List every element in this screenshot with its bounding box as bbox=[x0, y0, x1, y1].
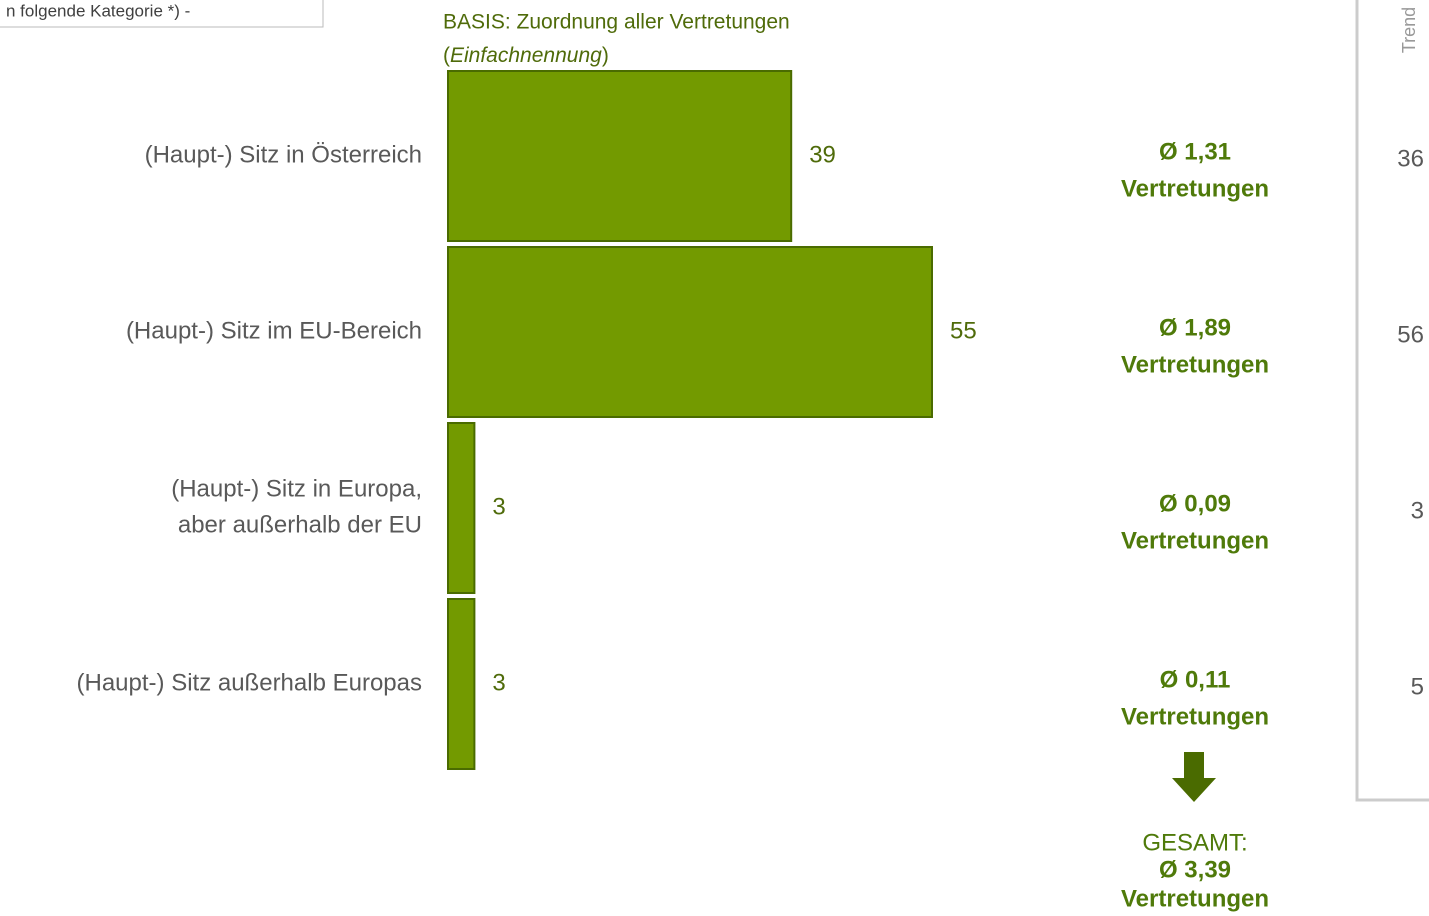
total-unit: Vertretungen bbox=[1121, 885, 1269, 912]
total-value: Ø 3,39 bbox=[1159, 856, 1231, 883]
trend-value: 36 bbox=[1397, 145, 1424, 172]
average-unit: Vertretungen bbox=[1121, 703, 1269, 730]
trend-value: 3 bbox=[1411, 497, 1424, 524]
category-label: (Haupt-) Sitz in Europa, bbox=[171, 475, 422, 502]
value-label: 55 bbox=[950, 317, 977, 344]
bar bbox=[447, 70, 793, 242]
bar bbox=[447, 422, 476, 594]
category-label: (Haupt-) Sitz im EU-Bereich bbox=[126, 317, 422, 344]
category-label: (Haupt-) Sitz in Österreich bbox=[145, 141, 422, 168]
value-label: 39 bbox=[809, 141, 836, 168]
value-label: 3 bbox=[492, 669, 505, 696]
trend-value: 56 bbox=[1397, 321, 1424, 348]
trend-title: Trend bbox=[1399, 7, 1419, 53]
bar bbox=[447, 246, 933, 418]
average-label: Ø 0,09 bbox=[1159, 490, 1231, 517]
total-label: GESAMT: bbox=[1142, 829, 1247, 856]
category-label: aber außerhalb der EU bbox=[178, 511, 422, 538]
average-label: Ø 0,11 bbox=[1160, 666, 1231, 693]
subtitle-part: ) bbox=[602, 44, 609, 67]
subtitle-part: Einfachnennung bbox=[450, 44, 602, 67]
average-unit: Vertretungen bbox=[1121, 351, 1269, 378]
average-label: Ø 1,89 bbox=[1159, 314, 1231, 341]
header-box bbox=[0, 0, 324, 28]
bar bbox=[447, 598, 476, 770]
header-text: n folgende Kategorie *) - bbox=[6, 1, 190, 20]
value-label: 3 bbox=[492, 493, 505, 520]
arrow bbox=[1172, 752, 1216, 802]
average-unit: Vertretungen bbox=[1121, 527, 1269, 554]
trend-box bbox=[1355, 0, 1429, 802]
category-label: (Haupt-) Sitz außerhalb Europas bbox=[77, 669, 423, 696]
average-unit: Vertretungen bbox=[1121, 175, 1269, 202]
subtitle-part: ( bbox=[443, 44, 450, 67]
trend-value: 5 bbox=[1411, 673, 1424, 700]
subtitle: BASIS: Zuordnung aller Vertretungen bbox=[443, 11, 790, 34]
subtitle: (Einfachnennung) bbox=[443, 44, 609, 67]
average-label: Ø 1,31 bbox=[1159, 138, 1231, 165]
